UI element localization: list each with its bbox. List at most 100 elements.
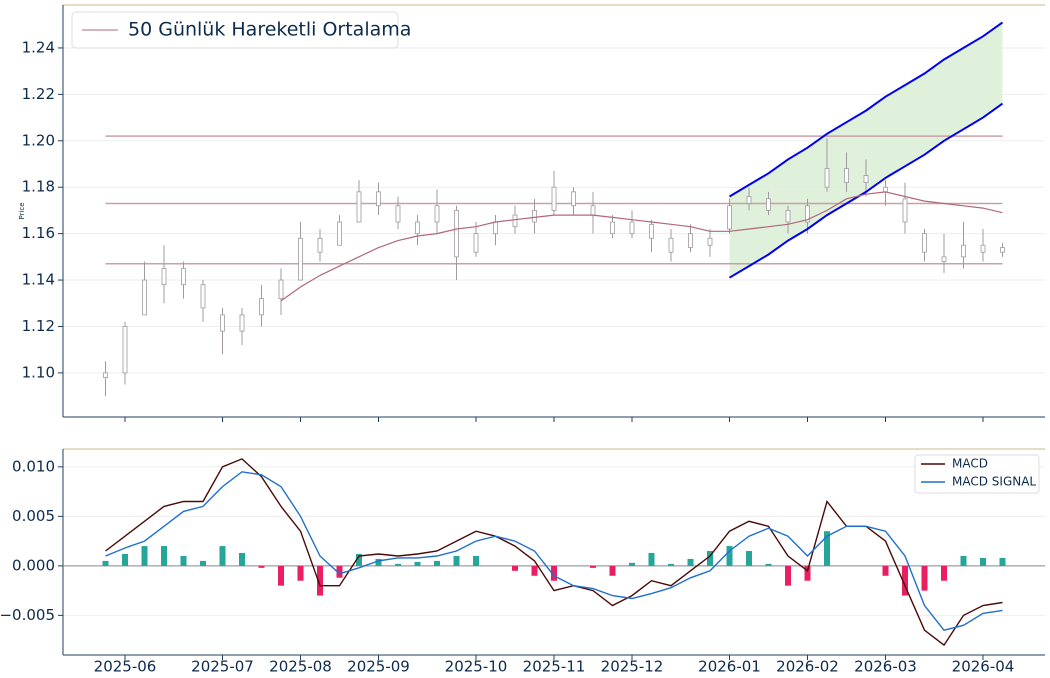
candle-body xyxy=(746,196,752,204)
y-tick-label: 1.22 xyxy=(22,85,55,103)
histogram-bar xyxy=(707,551,713,566)
candle-body xyxy=(395,205,401,223)
candle-body xyxy=(337,221,342,246)
histogram-bar xyxy=(726,546,733,566)
x-tick-label: 2025-11 xyxy=(523,658,586,676)
candle-body xyxy=(649,223,654,239)
macd-line xyxy=(105,458,1003,647)
histogram-bar xyxy=(336,565,343,578)
histogram-bar xyxy=(512,565,518,571)
candle-body xyxy=(239,314,245,332)
y-tick-label: 1.12 xyxy=(22,317,55,335)
histogram-bar xyxy=(531,565,538,576)
candle-body xyxy=(922,233,927,253)
histogram-bar xyxy=(414,561,421,566)
candle-body xyxy=(980,244,986,253)
candle-body xyxy=(220,314,225,332)
x-tick-label: 2025-10 xyxy=(445,658,508,676)
candle-body xyxy=(629,221,635,235)
histogram-bar xyxy=(824,531,830,566)
candle-body xyxy=(161,268,167,286)
candle-body xyxy=(454,210,459,258)
channel-area xyxy=(729,22,1003,278)
histogram-bar xyxy=(746,551,752,566)
histogram-bar xyxy=(239,552,245,566)
histogram-bar xyxy=(902,565,908,596)
histogram-bar xyxy=(122,553,128,566)
histogram-bar xyxy=(434,560,440,566)
histogram-bar xyxy=(785,565,791,586)
candle-body xyxy=(512,214,518,228)
histogram-bar xyxy=(960,555,967,566)
channel-line xyxy=(728,21,1004,198)
histogram-bar xyxy=(804,565,811,581)
x-tick-label: 2025-12 xyxy=(601,658,664,676)
candle-body xyxy=(278,279,284,300)
legend-label: 50 Günlük Hareketli Ortalama xyxy=(128,19,411,41)
histogram-bar xyxy=(161,546,167,566)
candle-body xyxy=(961,244,966,258)
candle-body xyxy=(356,191,362,223)
x-tick-label: 2026-03 xyxy=(854,658,917,676)
candle-body xyxy=(473,233,479,253)
y-tick-label: 0.000 xyxy=(12,556,55,574)
candle-body xyxy=(707,237,713,246)
candle-body xyxy=(590,205,596,216)
histogram-bar xyxy=(648,552,655,566)
candle-body xyxy=(844,168,849,183)
candle-body xyxy=(200,284,206,309)
y-tick-label: 1.24 xyxy=(22,38,55,56)
histogram-bar xyxy=(278,565,284,586)
y-tick-label: 1.10 xyxy=(22,363,55,381)
histogram-bar xyxy=(375,558,382,566)
y-tick-label: 1.16 xyxy=(22,224,55,242)
candle-body xyxy=(1000,247,1005,253)
candle-body xyxy=(883,186,888,193)
histogram-bar xyxy=(219,546,226,566)
histogram-bar xyxy=(141,546,148,566)
x-tick-label: 2026-01 xyxy=(698,658,761,676)
candle-body xyxy=(142,279,147,316)
candle-body xyxy=(493,221,498,235)
legend-box xyxy=(71,11,399,49)
histogram-bar xyxy=(941,565,947,581)
histogram-bar xyxy=(882,565,889,576)
histogram-bar xyxy=(980,557,986,566)
histogram-bar xyxy=(921,565,928,591)
candle-body xyxy=(259,298,264,316)
candle-body xyxy=(181,268,186,286)
x-tick-label: 2025-08 xyxy=(269,658,332,676)
histogram-bar xyxy=(473,555,479,566)
legend-box xyxy=(914,454,1040,494)
candle-body xyxy=(317,237,323,253)
candle-body xyxy=(122,326,128,374)
y-tick-label: 1.20 xyxy=(22,131,55,149)
y-axis-label: Price xyxy=(18,202,26,219)
candle-body xyxy=(532,210,537,223)
candle-body xyxy=(376,191,381,207)
candle-body xyxy=(103,372,108,378)
histogram-bar xyxy=(453,555,460,566)
candle-body xyxy=(298,237,303,281)
candle-body xyxy=(785,210,791,223)
candle-body xyxy=(571,191,576,207)
x-tick-label: 2025-06 xyxy=(94,658,157,676)
candle-body xyxy=(610,221,615,235)
histogram-bar xyxy=(765,563,772,566)
ma-line xyxy=(280,191,1003,302)
histogram-bar xyxy=(609,565,616,576)
histogram-bar xyxy=(258,565,265,568)
legend-label: MACD xyxy=(952,457,988,471)
candle-body xyxy=(551,186,557,211)
candle-body xyxy=(824,168,830,188)
candle-body xyxy=(805,205,810,223)
histogram-bar xyxy=(180,555,187,566)
histogram-bar xyxy=(629,562,635,566)
candle-body xyxy=(415,221,420,235)
candle-body xyxy=(766,198,771,211)
y-tick-label: 1.14 xyxy=(22,271,55,289)
macd-line xyxy=(105,471,1003,631)
histogram-bar xyxy=(999,557,1006,566)
candle-body xyxy=(902,198,908,223)
